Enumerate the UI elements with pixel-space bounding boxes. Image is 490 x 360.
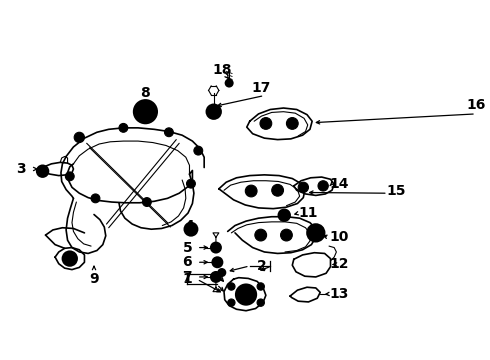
Circle shape [281, 229, 293, 241]
Circle shape [211, 242, 221, 253]
Text: 2: 2 [257, 259, 267, 273]
Circle shape [119, 123, 128, 132]
Circle shape [281, 212, 287, 218]
Text: 12: 12 [330, 257, 349, 271]
Circle shape [62, 251, 77, 266]
Circle shape [194, 146, 203, 155]
Circle shape [220, 271, 223, 274]
Text: 7: 7 [182, 270, 192, 284]
Circle shape [91, 194, 100, 203]
Circle shape [257, 283, 265, 290]
Text: 11: 11 [299, 206, 318, 220]
Circle shape [143, 198, 151, 206]
Text: 17: 17 [251, 81, 270, 95]
Circle shape [260, 118, 272, 129]
Circle shape [188, 226, 194, 232]
Circle shape [214, 275, 218, 279]
Circle shape [272, 184, 284, 196]
Circle shape [65, 172, 74, 181]
Circle shape [184, 222, 197, 236]
Circle shape [257, 299, 265, 306]
Circle shape [211, 272, 221, 282]
Text: 4: 4 [185, 219, 195, 233]
Text: 18: 18 [212, 63, 232, 77]
Circle shape [214, 246, 218, 250]
Text: 3: 3 [16, 162, 25, 176]
Circle shape [241, 289, 251, 300]
Circle shape [139, 105, 152, 118]
Circle shape [210, 108, 218, 115]
Circle shape [228, 299, 235, 306]
Circle shape [312, 229, 320, 237]
Circle shape [318, 181, 328, 191]
Text: 15: 15 [387, 184, 406, 198]
Circle shape [307, 224, 324, 242]
Text: 14: 14 [330, 177, 349, 191]
Text: 9: 9 [89, 272, 99, 286]
Circle shape [212, 257, 222, 267]
Circle shape [165, 128, 173, 137]
Circle shape [37, 165, 49, 177]
Circle shape [143, 109, 148, 114]
Text: 1: 1 [182, 272, 192, 286]
Text: 10: 10 [330, 230, 349, 244]
Text: 16: 16 [466, 98, 486, 112]
Text: 5: 5 [182, 240, 192, 255]
Circle shape [218, 269, 225, 276]
Circle shape [245, 185, 257, 197]
Circle shape [187, 179, 196, 188]
Circle shape [236, 284, 256, 305]
Text: 13: 13 [330, 287, 349, 301]
Circle shape [134, 100, 157, 123]
Circle shape [225, 80, 233, 87]
Circle shape [287, 118, 298, 129]
Circle shape [298, 182, 309, 193]
Circle shape [74, 132, 84, 143]
Text: 6: 6 [182, 255, 192, 269]
Circle shape [40, 168, 46, 174]
Circle shape [206, 104, 221, 119]
Circle shape [228, 283, 235, 290]
Circle shape [215, 260, 220, 265]
Circle shape [255, 229, 267, 241]
Circle shape [278, 210, 290, 221]
Text: 8: 8 [141, 86, 150, 100]
